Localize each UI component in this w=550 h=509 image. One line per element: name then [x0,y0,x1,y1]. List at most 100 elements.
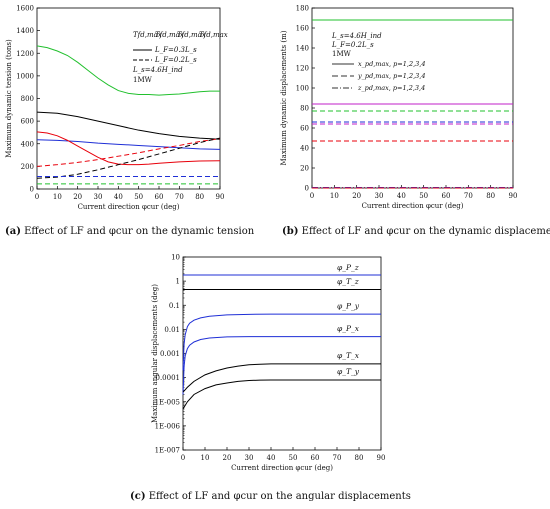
y-tick-label: 140 [296,45,309,53]
x-tick-label: 0 [181,454,185,462]
caption-c-label: (c) [130,491,146,502]
legend-note: L_F=0.2L_s [331,41,374,49]
x-tick-label: 60 [311,454,320,462]
caption-a-label: (a) [5,226,21,237]
x-tick-label: 90 [216,193,225,201]
y-axis-label: Maximum dynamic displacements (m) [280,30,288,165]
x-tick-label: 80 [195,193,204,201]
legend-note: 1MW [133,76,153,84]
caption-b: (b) Effect of LF and φcur on the dynamic… [282,226,550,237]
x-tick-label: 10 [330,192,339,200]
legend-note: L_s=4.6H_ind [132,66,183,74]
legend-header-item: Tfd,max [155,31,184,39]
chart-b-dynamic-displacements: 0 10 20 30 40 50 60 70 80 90 0 20 40 60 80 100 120 140 160… [280,5,517,211]
series-line-3 [36,139,221,150]
y-tick-label: 180 [296,5,309,13]
legend-note: 1MW [332,50,352,58]
legend-note: L_s=4.6H_ind [331,32,382,40]
series-label: φ_P_z [337,263,359,272]
x-tick-label: 20 [73,193,82,201]
caption-b-text: Effect of LF and φcur on the dynamic dis… [298,226,550,237]
series-line-6 [182,379,381,410]
y-tick-label: 0.001 [160,350,180,358]
x-tick-label: 80 [486,192,495,200]
series-line-3 [182,313,381,371]
series-line-4 [182,336,381,395]
x-tick-label: 0 [35,193,39,201]
caption-a: (a) Effect of LF and φcur on the dynamic… [5,226,254,237]
x-tick-label: 70 [175,193,184,201]
y-tick-label: 1200 [16,50,34,58]
series-label: φ_T_y [337,367,360,376]
y-tick-label: 60 [300,125,309,133]
x-tick-label: 40 [114,193,123,201]
series-label: φ_P_x [337,324,360,333]
x-tick-label: 70 [464,192,473,200]
y-tick-label: 1600 [16,5,34,13]
chart-c-angular-displacements: 0 10 20 30 40 50 60 70 80 90 1E-007 1E-006 1E-005 0.0… [151,254,385,473]
legend-line-label: x_pd,max, p=1,2,3,4 [358,60,426,68]
y-tick-label: 0 [305,185,309,193]
y-tick-label: 200 [21,163,34,171]
series-line-5 [36,138,221,167]
chart-a-dynamic-tension: 0 10 20 30 40 50 60 70 80 90 0 200 400 600 800 1000 1200… [5,5,228,212]
caption-b-label: (b) [282,226,299,237]
legend-line-label: y_pd,max, p=1,2,3,4 [357,72,426,80]
y-tick-label: 0 [30,186,34,194]
y-tick-label: 1E-006 [155,422,181,430]
x-tick-label: 30 [375,192,384,200]
x-tick-label: 50 [289,454,298,462]
y-tick-label: 120 [296,65,309,73]
series-label: φ_P_y [337,301,360,310]
x-tick-label: 10 [53,193,62,201]
y-tick-label: 600 [21,118,34,126]
y-tick-label: 1000 [16,72,34,80]
x-tick-label: 50 [419,192,428,200]
series-line-2 [36,111,221,140]
y-tick-label: 0.0001 [156,374,181,382]
y-axis-label: Maximum dynamic tension (tons) [5,39,13,158]
caption-c: (c) Effect of LF and φcur on the angular… [130,491,411,502]
legend-line-label: z_pd,max, p=1,2,3,4 [357,84,425,92]
x-tick-label: 60 [155,193,164,201]
y-tick-label: 0.01 [164,326,180,334]
x-tick-label: 20 [223,454,232,462]
series-line-4 [36,131,221,166]
y-tick-label: 40 [300,145,309,153]
x-tick-label: 40 [397,192,406,200]
x-tick-label: 90 [377,454,386,462]
legend-header-item: Tfd,max [133,31,162,39]
y-axis-label: Maximum angular displacements (deg) [151,284,159,423]
x-tick-label: 70 [333,454,342,462]
x-tick-label: 0 [310,192,314,200]
series-line-5 [182,363,381,393]
x-tick-label: 30 [94,193,103,201]
caption-c-text: Effect of LF and φcur on the angular dis… [145,491,411,502]
y-tick-label: 100 [296,85,309,93]
y-tick-label: 1400 [16,27,34,35]
series-line-1 [36,45,220,96]
x-tick-label: 80 [355,454,364,462]
x-axis-label: Current direction φcur (deg) [362,202,464,210]
y-tick-label: 160 [296,25,309,33]
x-axis-label: Current direction φcur (deg) [78,203,180,211]
x-tick-label: 10 [201,454,210,462]
y-tick-label: 800 [21,95,34,103]
caption-a-text: Effect of LF and φcur on the dynamic ten… [20,226,255,237]
y-tick-label: 80 [300,105,309,113]
x-tick-label: 50 [134,193,143,201]
y-tick-label: 10 [171,254,180,262]
x-tick-label: 40 [267,454,276,462]
y-tick-label: 0.1 [169,302,180,310]
legend-line-label: L_F=0.3L_s [154,46,197,54]
y-tick-label: 1 [176,278,180,286]
legend-header-item: Tfd,max [199,31,228,39]
legend-header-item: Tfd,max [177,31,206,39]
y-tick-label: 1E-005 [155,398,180,406]
x-tick-label: 30 [245,454,254,462]
series-label: φ_T_x [337,351,360,360]
y-tick-label: 20 [300,165,309,173]
y-tick-label: 1E-007 [155,447,180,455]
x-axis-label: Current direction φcur (deg) [231,464,333,472]
